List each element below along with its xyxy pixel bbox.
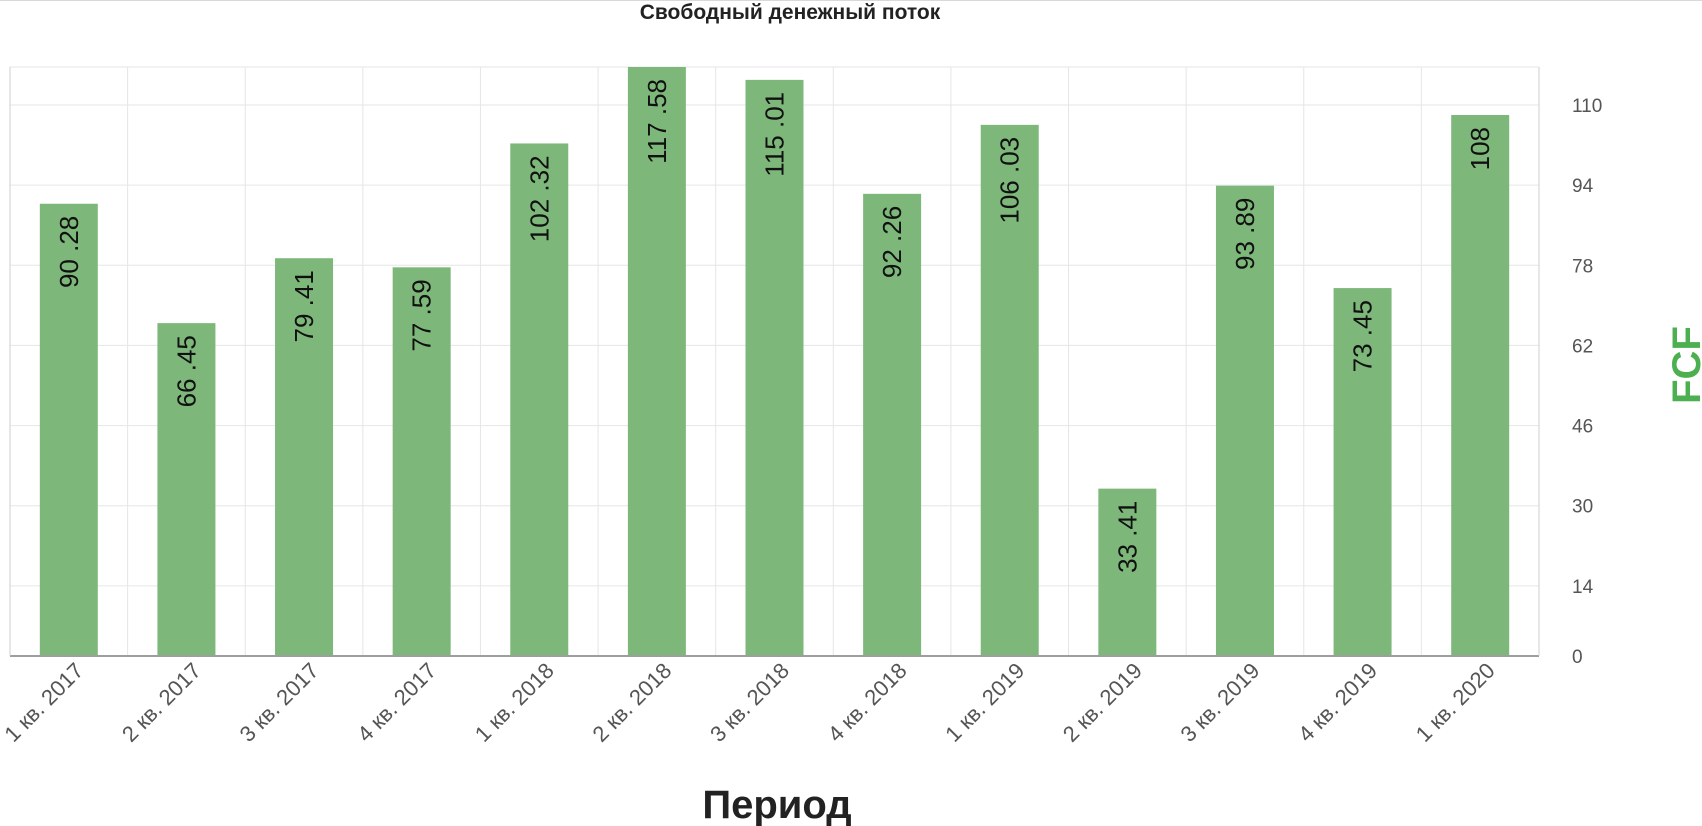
bar-value-label: 73 .45 [1348,300,1378,372]
x-tick-label: 1 кв. 2017 [0,658,88,747]
x-tick-label: 4 кв. 2017 [352,658,441,747]
y-tick-label: 46 [1572,417,1593,438]
y-tick-label: 14 [1572,577,1594,598]
y-tick-labels: 0 14 30 46 62 78 94 110 [1572,96,1602,668]
x-tick-label: 2 кв. 2017 [117,658,206,747]
y-axis-title: FCF [1665,326,1702,404]
top-rule [0,0,1702,1]
bar-value-label: 90 .28 [54,216,84,288]
bar [392,267,451,656]
bar-value-label: 117 .58 [642,79,672,164]
x-tick-label: 4 кв. 2019 [1293,658,1382,747]
bar [1333,288,1392,656]
bar-value-label: 102 .32 [524,155,554,242]
bar-value-label: 77 .59 [407,279,437,351]
x-tick-label: 2 кв. 2019 [1058,658,1147,747]
bar [863,193,922,656]
bar-value-label: 33 .41 [1112,501,1142,573]
bar [1451,114,1510,656]
chart-title: Свободный денежный поток [639,1,941,24]
x-tick-label: 1 кв. 2019 [940,658,1029,747]
bar-value-label: 92 .26 [877,206,907,278]
y-tick-label: 0 [1572,647,1583,668]
bar-value-label: 93 .89 [1230,198,1260,270]
x-tick-labels: 1 кв. 2017 2 кв. 2017 3 кв. 2017 4 кв. 2017… [0,658,1500,747]
x-tick-label: 1 кв. 2020 [1411,658,1500,747]
bar [1215,185,1274,656]
bar [980,124,1039,657]
x-tick-label: 1 кв. 2018 [470,658,559,747]
bar [1098,488,1157,656]
bar-value-label: 108 [1465,127,1495,170]
x-tick-label: 2 кв. 2018 [587,658,676,747]
x-tick-label: 3 кв. 2018 [705,658,794,747]
bars [39,67,1510,657]
x-tick-label: 3 кв. 2019 [1176,658,1265,747]
axes [9,67,1540,657]
bar [627,67,686,656]
y-tick-label: 78 [1572,256,1593,277]
y-tick-label: 94 [1572,176,1594,197]
bar-value-label: 66 .45 [171,335,201,407]
bar [39,203,98,656]
bar-value-labels: 90 .28 66 .45 79 .41 77 .59 102 .32 117 .58 11… [54,79,1495,573]
bar [510,143,569,657]
x-axis-title: Период [702,783,851,826]
bar [275,258,334,656]
x-tick-label: 4 кв. 2018 [823,658,912,747]
x-tick-label: 3 кв. 2017 [235,658,324,747]
bar-value-label: 115 .01 [760,92,790,177]
y-tick-label: 62 [1572,336,1593,357]
y-tick-label: 30 [1572,497,1593,518]
bar [157,323,216,656]
bar [745,79,804,657]
bar-value-label: 106 .03 [995,137,1025,224]
y-tick-label: 110 [1572,96,1602,117]
bar-value-label: 79 .41 [289,270,319,342]
